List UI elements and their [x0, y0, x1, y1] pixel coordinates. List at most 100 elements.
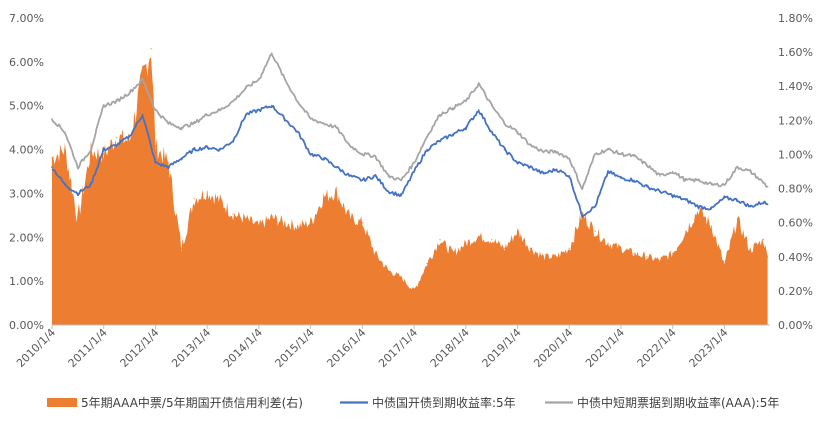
series-point [361, 179, 364, 182]
right-axis-ticks: 0.00% 0.20% 0.40% 0.60% 0.80% 1.00% 1.20% 1.40%… [778, 12, 813, 332]
x-axis-ticks: 2010/1/4 2011/1/4 2012/1/4 2013/1/4 2014/1/4… [14, 325, 731, 370]
spread-point [180, 247, 182, 249]
series-point [180, 157, 183, 160]
left-tick-label: 4.00% [9, 144, 44, 157]
series-point [193, 148, 196, 151]
series-point [309, 118, 312, 120]
series-point [64, 183, 66, 186]
series-point [542, 151, 545, 153]
spread-point [387, 269, 389, 271]
series-point [232, 140, 234, 142]
spread-point [154, 145, 157, 147]
spread-point [400, 276, 402, 278]
spread-point [258, 225, 260, 227]
series-point [490, 131, 493, 133]
spread-point [310, 222, 312, 224]
series-point [736, 166, 739, 168]
x-tick-label: 2013/1/4 [169, 326, 213, 370]
spread-point [723, 264, 726, 266]
spread-point [529, 247, 532, 249]
series-point [296, 131, 299, 133]
legend-item: 5年期AAA中票/5年期国开债信用利差(右) [47, 395, 303, 410]
series-point [322, 157, 325, 160]
spread-point [555, 256, 558, 258]
left-tick-label: 2.00% [9, 231, 44, 244]
series-point [633, 155, 635, 157]
left-tick-label: 6.00% [9, 56, 44, 69]
spread-area [51, 48, 769, 325]
x-tick-label: 2019/1/4 [480, 326, 524, 370]
spread-point [465, 242, 467, 244]
series-point [529, 144, 532, 146]
series-point [555, 168, 558, 171]
spread-area-fill [52, 57, 768, 325]
series-point [387, 190, 390, 192]
x-tick-label: 2018/1/4 [428, 326, 472, 370]
series-point [206, 146, 208, 149]
series-point [193, 122, 196, 125]
yield-lines-layer [51, 52, 769, 218]
series-point [555, 151, 558, 153]
series-point [697, 179, 700, 182]
series-point [387, 175, 390, 177]
right-tick-label: 1.80% [778, 12, 813, 25]
spread-point [77, 218, 79, 220]
right-tick-label: 1.60% [778, 46, 813, 59]
series-point [167, 166, 170, 168]
spread-point [129, 140, 131, 142]
series-point [219, 148, 221, 151]
left-tick-label: 3.00% [9, 187, 44, 200]
spread-point [348, 217, 350, 219]
legend-label: 5年期AAA中票/5年期国开债信用利差(右) [81, 395, 303, 410]
series-point [581, 214, 583, 217]
left-tick-label: 5.00% [9, 100, 44, 113]
series-point [766, 186, 769, 188]
spread-point [685, 230, 687, 232]
spread-point [206, 191, 208, 193]
series-point [529, 166, 532, 168]
series-point [439, 140, 441, 142]
series-point [413, 161, 415, 164]
series-point [271, 52, 273, 54]
spread-point [491, 239, 493, 241]
series-point [128, 135, 131, 138]
left-axis-ticks: 0.00% 1.00% 2.00% 3.00% 4.00% 5.00% 6.00% 7.00% [9, 12, 44, 332]
x-tick-label: 2021/1/4 [583, 326, 627, 370]
series-point [167, 122, 170, 125]
right-tick-label: 0.20% [778, 285, 813, 298]
series-point [102, 148, 105, 151]
spread-point [245, 218, 247, 220]
series-line [51, 105, 768, 218]
right-tick-label: 1.00% [778, 148, 813, 161]
x-tick-label: 2014/1/4 [221, 326, 265, 370]
series-point [284, 118, 286, 120]
series-point [115, 144, 118, 146]
x-tick-label: 2011/1/4 [66, 326, 110, 370]
series-point [620, 153, 622, 155]
x-tick-label: 2020/1/4 [531, 326, 575, 370]
legend-label: 中债中短期票据到期收益率(AAA):5年 [577, 395, 779, 410]
spread-point [284, 222, 286, 224]
legend-item: 中债中短期票据到期收益率(AAA):5年 [545, 395, 779, 410]
series-point [51, 118, 53, 120]
spread-point [607, 242, 609, 244]
series-point [478, 109, 480, 111]
series-point [646, 164, 648, 166]
spread-point [426, 263, 428, 265]
series-point [620, 177, 622, 179]
spread-point [568, 247, 570, 249]
series-point [426, 135, 428, 138]
series-point [64, 131, 66, 133]
series-point [439, 113, 441, 116]
series-point [361, 153, 364, 155]
series-point [671, 170, 674, 173]
series-point [426, 148, 428, 151]
series-point [736, 199, 739, 201]
legend: 5年期AAA中票/5年期国开债信用利差(右) 中债国开债到期收益率:5年 中债中短期… [47, 395, 779, 410]
spread-point [193, 198, 195, 200]
series-point [141, 78, 144, 81]
series-point [322, 122, 325, 125]
spread-point [542, 256, 545, 258]
x-tick-label: 2023/1/4 [686, 326, 730, 370]
